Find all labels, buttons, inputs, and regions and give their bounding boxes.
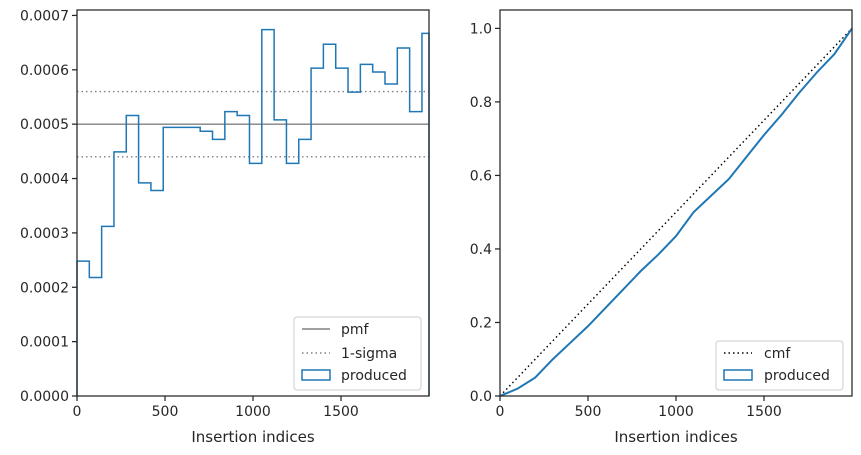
histogram-y-tick-label: 0.0001 bbox=[20, 335, 69, 351]
legend-produced-cumulative-label: produced bbox=[764, 368, 830, 384]
cumulative-y-tick-label: 0.2 bbox=[470, 315, 492, 331]
histogram-y-tick-label: 0.0004 bbox=[20, 172, 69, 188]
histogram-axes-frame bbox=[76, 9, 430, 397]
histogram-y-tick-label: 0.0006 bbox=[20, 63, 69, 79]
cumulative-x-axis-label: Insertion indices bbox=[614, 428, 737, 446]
legend-cmf-label: cmf bbox=[764, 346, 791, 362]
histogram-legend: pmf 1-sigma produced bbox=[293, 316, 422, 391]
legend-1-sigma-label: 1-sigma bbox=[341, 346, 397, 362]
cumulative-ticks: 0 500 1000 1500 0.0 0.2 0.4 0.6 0.8 1.0 bbox=[470, 21, 782, 420]
legend-produced-patch-icon bbox=[301, 369, 331, 381]
cumulative-y-tick-label: 0.6 bbox=[470, 168, 492, 184]
cumulative-y-tick-label: 1.0 bbox=[470, 21, 492, 37]
legend-pmf-label: pmf bbox=[341, 322, 370, 338]
histogram-x-tick-label: 1500 bbox=[323, 404, 359, 420]
legend-produced-label: produced bbox=[341, 368, 407, 384]
histogram-y-tick-label: 0.0007 bbox=[20, 8, 69, 24]
produced-histogram-step bbox=[76, 28, 430, 396]
histogram-marks bbox=[76, 28, 430, 396]
histogram-legend-box bbox=[293, 316, 422, 391]
cmf-cumulative-line bbox=[499, 27, 853, 397]
histogram-x-tick-label: 1000 bbox=[235, 404, 271, 420]
cumulative-y-tick-label: 0.4 bbox=[470, 242, 492, 258]
cumulative-panel: 0 500 1000 1500 0.0 0.2 0.4 0.6 0.8 1.0 Insertion… bbox=[470, 9, 853, 446]
histogram-y-tick-label: 0.0000 bbox=[20, 389, 69, 405]
legend-produced-cumulative-patch-icon bbox=[723, 369, 753, 381]
cumulative-x-tick-label: 0 bbox=[496, 404, 505, 420]
cumulative-x-tick-label: 1000 bbox=[658, 404, 694, 420]
cumulative-x-tick-label: 1500 bbox=[746, 404, 782, 420]
cumulative-y-tick-label: 0.0 bbox=[470, 389, 492, 405]
histogram-x-axis-label: Insertion indices bbox=[191, 428, 314, 446]
cumulative-x-tick-label: 500 bbox=[575, 404, 602, 420]
histogram-y-tick-label: 0.0002 bbox=[20, 280, 69, 296]
histogram-x-tick-label: 0 bbox=[73, 404, 82, 420]
cumulative-legend: cmf produced bbox=[715, 340, 844, 391]
histogram-panel: 0 500 1000 1500 0.0000 0.0001 0.0002 0.0003 0.00… bbox=[20, 8, 430, 446]
histogram-x-tick-label: 500 bbox=[152, 404, 179, 420]
cumulative-marks bbox=[499, 27, 853, 397]
cumulative-y-tick-label: 0.8 bbox=[470, 95, 492, 111]
cumulative-axes-frame bbox=[499, 9, 853, 397]
histogram-ticks: 0 500 1000 1500 0.0000 0.0001 0.0002 0.0003 0.00… bbox=[20, 8, 359, 420]
histogram-y-tick-label: 0.0003 bbox=[20, 226, 69, 242]
produced-cumulative-line bbox=[499, 27, 853, 397]
histogram-y-tick-label: 0.0005 bbox=[20, 117, 69, 133]
